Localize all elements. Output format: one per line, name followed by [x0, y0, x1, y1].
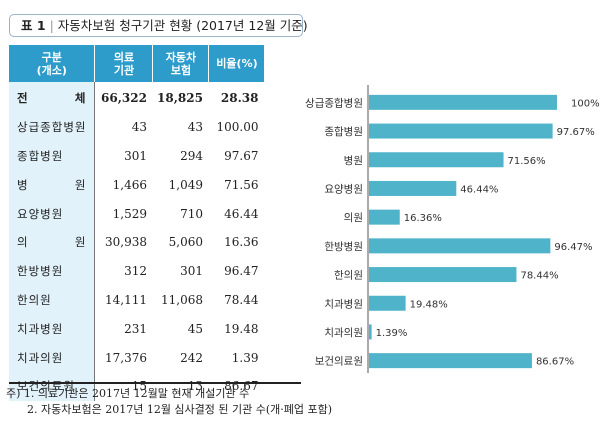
chart-category-label: 종합병원	[324, 126, 363, 138]
chart-bar	[369, 94, 557, 110]
chart-bar	[369, 324, 372, 340]
row-medical: 231	[124, 321, 147, 336]
table-row: 한의원 14,111 11,068 78.44	[9, 285, 264, 315]
row-ratio: 97.67	[224, 148, 259, 163]
row-auto: 710	[180, 206, 203, 221]
row-ratio: 16.36	[224, 235, 259, 250]
row-auto: 1,049	[168, 177, 203, 192]
row-ratio: 96.47	[224, 264, 259, 279]
chart-bar	[369, 267, 517, 283]
chart-category-label: 요양병원	[324, 183, 363, 195]
table-row: 치과병원 231 45 19.48	[9, 314, 264, 344]
table-bottom-rule	[9, 382, 301, 384]
header-ratio: 비율(%)	[208, 45, 265, 82]
chart-category-label: 상급종합병원	[305, 97, 363, 109]
row-ratio: 1.39	[231, 350, 259, 365]
table-row: 한방병원 312 301 96.47	[9, 256, 264, 286]
row-ratio: 46.44	[224, 206, 259, 221]
row-auto: 294	[180, 148, 203, 163]
title-text: 자동차보험 청구기관 현황 (2017년 12월 기준)	[57, 18, 308, 33]
chart-bar	[369, 209, 400, 225]
chart-category-label: 한의원	[334, 270, 363, 282]
footnotes: 주) 1. 의료기관은 2017년 12월말 현재 개설기관 수 2. 자동차보…	[6, 386, 332, 418]
table-row: 요양병원 1,529 710 46.44	[9, 199, 264, 228]
row-medical: 66,322	[101, 91, 147, 106]
table-number: 표 1	[21, 18, 46, 33]
chart-bar	[369, 295, 406, 311]
header-medical: 의료 기관	[94, 45, 154, 82]
footnote-1: 1. 의료기관은 2017년 12월말 현재 개설기관 수	[23, 387, 250, 400]
row-category: 전 체	[9, 82, 96, 113]
table-row: 종합병원 301 294 97.67	[9, 141, 264, 171]
table-row: 의 원 30,938 5,060 16.36	[9, 227, 264, 257]
table-title: 표 1 | 자동차보험 청구기관 현황 (2017년 12월 기준)	[9, 14, 308, 37]
chart-category-label: 의원	[344, 212, 363, 224]
row-category: 상급종합병원	[9, 112, 96, 142]
row-ratio: 100.00	[216, 120, 259, 135]
chart-data-label: 1.39%	[376, 328, 408, 339]
row-auto: 11,068	[160, 292, 203, 307]
row-ratio: 71.56	[224, 177, 259, 192]
table-row: 치과의원 17,376 242 1.39	[9, 343, 264, 372]
row-category: 한방병원	[9, 256, 96, 286]
row-auto: 301	[180, 264, 203, 279]
chart-data-label: 16.36%	[404, 213, 442, 224]
row-medical: 30,938	[104, 235, 147, 250]
row-medical: 1,529	[112, 206, 147, 221]
row-medical: 14,111	[104, 292, 147, 307]
row-category: 요양병원	[9, 199, 96, 228]
chart-data-label: 86.67%	[536, 357, 574, 368]
chart-data-label: 19.48%	[410, 299, 448, 310]
table-row: 상급종합병원 43 43 100.00	[9, 112, 264, 142]
chart-category-label: 병원	[344, 155, 363, 167]
row-category: 병 원	[9, 170, 96, 200]
chart-data-label: 100%	[571, 98, 600, 109]
header-category: 구분 (개소)	[9, 45, 96, 82]
chart-data-label: 97.67%	[557, 127, 595, 138]
data-table: 구분 (개소) 의료 기관 자동차 보험 비율(%) 전 체 66,322 18,825 2…	[9, 45, 265, 401]
chart-category-label: 보건의료원	[315, 356, 363, 368]
chart-data-label: 78.44%	[520, 271, 558, 282]
chart-category-label: 한방병원	[324, 241, 363, 253]
row-category: 한의원	[9, 285, 96, 315]
chart-bar	[369, 180, 457, 196]
footnote-2: 2. 자동차보험은 2017년 12월 심사결정 된 기관 수(개·폐업 포함)	[27, 403, 333, 416]
row-category: 종합병원	[9, 141, 96, 171]
row-auto: 5,060	[168, 235, 203, 250]
chart-data-label: 71.56%	[508, 156, 546, 167]
chart-category-label: 치과의원	[324, 327, 363, 339]
title-separator: |	[49, 18, 54, 33]
chart-bar	[369, 238, 551, 254]
header-auto: 자동차 보험	[152, 45, 210, 82]
row-ratio: 19.48	[224, 321, 259, 336]
row-auto: 242	[180, 350, 203, 365]
table-row: 보건의료원 15 13 86.67	[9, 371, 264, 401]
row-auto: 45	[187, 321, 203, 336]
row-medical: 1,466	[112, 177, 147, 192]
row-medical: 301	[124, 148, 147, 163]
chart-data-label: 46.44%	[460, 184, 498, 195]
chart-data-label: 96.47%	[554, 242, 592, 253]
table-row: 병 원 1,466 1,049 71.56	[9, 170, 264, 200]
table-body: 전 체 66,322 18,825 28.38 상급종합병원 43 43 100.00 종합병원…	[9, 82, 264, 401]
row-category: 치과의원	[9, 343, 96, 372]
row-auto: 43	[187, 120, 203, 135]
ratio-bar-chart: 상급종합병원 100% 종합병원 97.67% 병원 71.56% 요양병원 46.44% 의원…	[305, 85, 600, 373]
table-header-row: 구분 (개소) 의료 기관 자동차 보험 비율(%)	[9, 45, 265, 82]
row-medical: 43	[131, 120, 147, 135]
footnote-prefix: 주)	[6, 387, 21, 400]
table-row: 전 체 66,322 18,825 28.38	[9, 82, 264, 113]
row-auto: 18,825	[157, 91, 203, 106]
row-medical: 17,376	[104, 350, 147, 365]
row-ratio: 28.38	[220, 91, 259, 106]
row-medical: 312	[124, 264, 147, 279]
chart-category-label: 치과병원	[324, 298, 363, 310]
row-category: 보건의료원	[9, 371, 96, 401]
chart-bar	[369, 152, 504, 168]
row-ratio: 78.44	[224, 292, 259, 307]
chart-bar	[369, 123, 553, 139]
chart-bar	[369, 353, 532, 369]
row-category: 의 원	[9, 227, 96, 257]
row-category: 치과병원	[9, 314, 96, 344]
